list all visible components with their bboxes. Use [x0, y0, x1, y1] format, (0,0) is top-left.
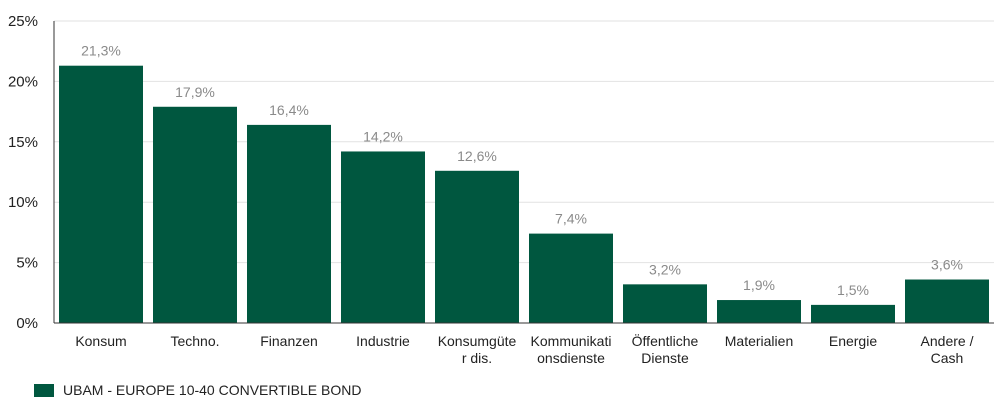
category-label: Techno.	[170, 333, 219, 349]
bar	[623, 284, 707, 323]
bar	[153, 106, 237, 323]
axes: 0% 5% 10% 15% 20% 25% Konsum Techno. Finanzen Ind…	[8, 13, 994, 366]
category-label: Finanzen	[260, 333, 318, 349]
bar	[59, 65, 143, 324]
bar	[811, 304, 895, 323]
y-tick-label: 15%	[8, 134, 38, 151]
y-tick-label: 20%	[8, 73, 38, 90]
data-label: 21,3%	[81, 43, 121, 59]
y-tick-label: 25%	[8, 13, 38, 30]
bar	[717, 300, 801, 323]
category-label: Energie	[829, 333, 877, 349]
category-label: Materialien	[725, 333, 793, 349]
bar	[435, 170, 519, 323]
data-label: 3,6%	[931, 257, 963, 273]
bar	[529, 233, 613, 323]
category-label: Andere /	[921, 333, 974, 349]
bar-chart: 21,3% 17,9% 16,4% 14,2% 12,6% 7,4% 3,2% 1,9% 1,5…	[8, 13, 994, 366]
legend: UBAM - EUROPE 10-40 CONVERTIBLE BOND	[34, 382, 361, 398]
y-tick-label: 5%	[16, 255, 38, 272]
bars: 21,3% 17,9% 16,4% 14,2% 12,6% 7,4% 3,2% 1,9% 1,5…	[59, 43, 989, 324]
category-label: Kommunikati	[531, 333, 612, 349]
y-tick-label: 10%	[8, 194, 38, 211]
legend-label: UBAM - EUROPE 10-40 CONVERTIBLE BOND	[63, 382, 362, 398]
category-label: Dienste	[641, 350, 689, 366]
legend-swatch	[34, 383, 54, 397]
bar	[247, 124, 331, 323]
data-label: 7,4%	[555, 211, 587, 227]
data-label: 12,6%	[457, 148, 497, 164]
bar	[905, 279, 989, 323]
category-label: Industrie	[356, 333, 410, 349]
category-label: Konsumgüte	[438, 333, 517, 349]
data-label: 17,9%	[175, 84, 215, 100]
data-label: 1,5%	[837, 282, 869, 298]
data-label: 14,2%	[363, 128, 403, 144]
bar	[341, 151, 425, 323]
category-label: r dis.	[462, 350, 492, 366]
category-label: onsdienste	[537, 350, 605, 366]
data-label: 16,4%	[269, 102, 309, 118]
data-label: 1,9%	[743, 277, 775, 293]
data-label: 3,2%	[649, 261, 681, 277]
category-label: Cash	[931, 350, 964, 366]
category-label: Konsum	[75, 333, 126, 349]
y-tick-label: 0%	[16, 315, 38, 332]
category-label: Öffentliche	[632, 332, 699, 349]
